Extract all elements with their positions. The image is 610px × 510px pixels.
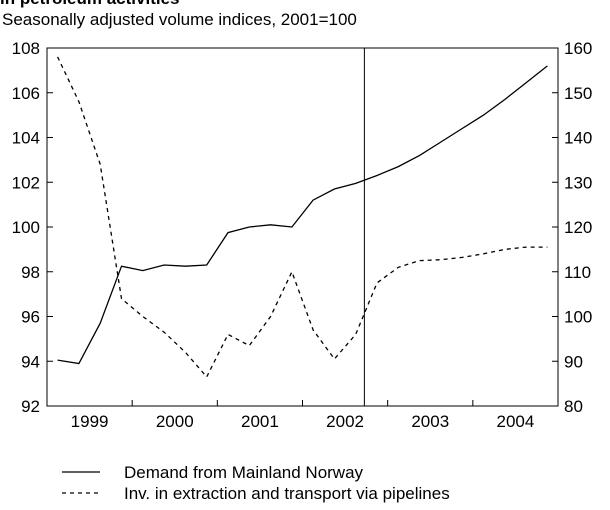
legend-label: Demand from Mainland Norway (124, 463, 364, 482)
y2-tick-label: 90 (564, 352, 583, 371)
x-tick-label: 1999 (71, 412, 109, 431)
x-tick-label: 2000 (156, 412, 194, 431)
x-tick-label: 2004 (497, 412, 535, 431)
x-tick-label: 2001 (241, 412, 279, 431)
y2-tick-label: 100 (564, 308, 592, 327)
y2-tick-label: 80 (564, 397, 583, 416)
y-tick-label: 94 (21, 352, 40, 371)
y-tick-label: 106 (12, 84, 40, 103)
y-tick-label: 102 (12, 173, 40, 192)
y-tick-label: 104 (12, 129, 40, 148)
y2-tick-label: 160 (564, 39, 592, 58)
x-tick-label: 2003 (411, 412, 449, 431)
chart-subtitle: Seasonally adjusted volume indices, 2001… (2, 10, 357, 29)
y-tick-label: 100 (12, 218, 40, 237)
y-tick-label: 92 (21, 397, 40, 416)
y2-tick-label: 110 (564, 263, 591, 282)
legend-label: Inv. in extraction and transport via pip… (124, 484, 450, 503)
y2-tick-label: 120 (564, 218, 592, 237)
chart-title: in petroleum activities (0, 0, 180, 8)
series-line (57, 65, 548, 365)
series-line (57, 56, 548, 379)
y-tick-label: 98 (21, 263, 40, 282)
y2-tick-label: 130 (564, 173, 592, 192)
y2-tick-label: 140 (564, 129, 592, 148)
x-tick-label: 2002 (326, 412, 364, 431)
y-tick-label: 108 (12, 39, 40, 58)
y2-tick-label: 150 (564, 84, 592, 103)
y-tick-label: 96 (21, 308, 40, 327)
plot-frame (46, 47, 559, 407)
